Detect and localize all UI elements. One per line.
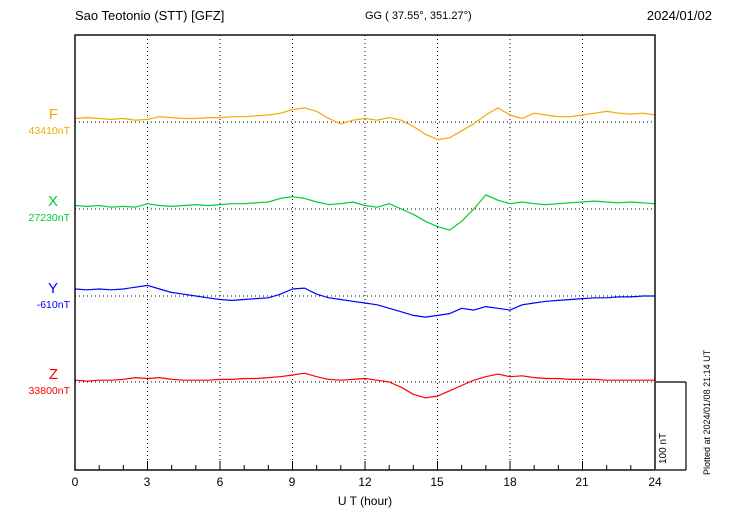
x-tick-6: 6	[216, 475, 224, 489]
trace-lines	[74, 107, 656, 399]
series-label-X: X	[47, 193, 58, 210]
station-title: Sao Teotonio (STT) [GFZ]	[75, 8, 225, 23]
x-tick-18: 18	[503, 475, 517, 489]
x-tick-21: 21	[575, 475, 589, 489]
x-tick-24: 24	[648, 475, 662, 489]
series-label-Y: Y	[47, 280, 58, 297]
trace-F	[74, 107, 656, 141]
series-baseline-F: 43410nT	[28, 125, 70, 137]
trace-Y	[74, 284, 655, 318]
series-baseline-Z: 33800nT	[28, 385, 70, 397]
series-baseline-X: 27230nT	[28, 212, 70, 224]
scale-bar-label: 100 nT	[658, 432, 669, 464]
x-tick-0: 0	[71, 475, 79, 489]
plot-date: 2024/01/02	[646, 8, 712, 23]
scale-bar	[656, 381, 687, 471]
series-label-F: F	[48, 106, 58, 123]
trace-X	[74, 194, 656, 231]
x-axis-label: U T (hour)	[337, 494, 393, 508]
plotted-at-note: Plotted at 2024/01/08 21:14 UT	[702, 349, 712, 475]
x-tick-9: 9	[288, 475, 296, 489]
x-tick-12: 12	[358, 475, 372, 489]
series-baseline-Y: -610nT	[36, 299, 70, 311]
plot-frame	[74, 34, 656, 471]
trace-Z	[74, 372, 655, 399]
grid-lines	[74, 35, 656, 470]
geo-coordinates: GG ( 37.55°, 351.27°)	[365, 10, 472, 22]
x-tick-3: 3	[143, 475, 151, 489]
series-label-Z: Z	[48, 366, 58, 383]
x-tick-15: 15	[430, 475, 444, 489]
